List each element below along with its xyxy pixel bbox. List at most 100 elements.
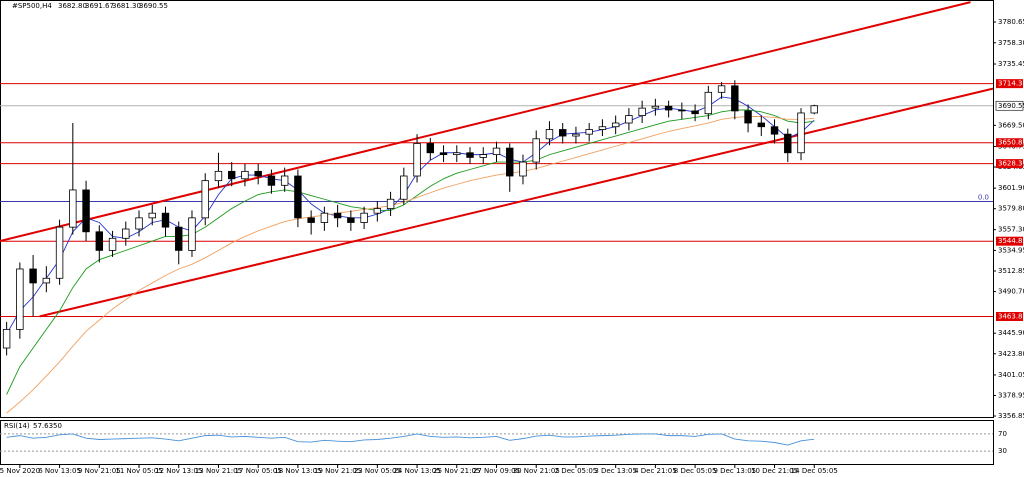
candle-body bbox=[757, 122, 766, 128]
candle-body bbox=[175, 226, 183, 251]
header-low: 3681.30 bbox=[112, 2, 141, 10]
price-label-box bbox=[995, 100, 1024, 111]
candle-body bbox=[426, 143, 435, 154]
candle-body bbox=[413, 143, 421, 177]
candle-body bbox=[810, 105, 818, 114]
candle-body bbox=[82, 189, 90, 233]
candle-body bbox=[29, 268, 37, 284]
price-label: 3690.55 bbox=[998, 102, 1024, 110]
candle-body bbox=[161, 212, 170, 228]
candle-body bbox=[717, 85, 726, 93]
candle-body bbox=[254, 170, 262, 177]
candle-body bbox=[122, 228, 130, 239]
candle-body bbox=[651, 105, 660, 109]
candle-body bbox=[770, 126, 779, 135]
fib-label: 0.0 bbox=[978, 193, 989, 201]
candle-body bbox=[347, 217, 355, 223]
level-label-box bbox=[996, 159, 1023, 169]
candle-body bbox=[678, 109, 686, 112]
candle-body bbox=[2, 329, 11, 349]
x-tick-label: 13 Nov 21:05 bbox=[195, 467, 242, 475]
candle-body bbox=[267, 175, 276, 186]
candle-body bbox=[373, 208, 382, 214]
y-tick-label: 3601.90 bbox=[998, 184, 1024, 192]
candle-body bbox=[148, 212, 156, 219]
candle-body bbox=[664, 105, 673, 111]
y-tick-label: 3378.95 bbox=[998, 391, 1024, 399]
x-tick-label: 5 Nov 2020 bbox=[0, 467, 40, 475]
candle-body bbox=[386, 198, 395, 209]
rsi-panel bbox=[0, 420, 994, 465]
candle-body bbox=[227, 170, 236, 180]
candle-body bbox=[95, 231, 104, 251]
x-tick-label: 24 Nov 13:05 bbox=[393, 467, 440, 475]
x-tick-label: 30 Nov 21:05 bbox=[513, 467, 560, 475]
candle-body bbox=[294, 175, 302, 219]
candle-body bbox=[188, 217, 196, 251]
x-tick-label: 9 Dec 13:05 bbox=[714, 467, 757, 475]
candle-body bbox=[453, 152, 461, 156]
candle-body bbox=[280, 175, 289, 186]
x-tick-label: 9 Nov 21:05 bbox=[78, 467, 121, 475]
candle-body bbox=[731, 85, 739, 112]
price-panel bbox=[0, 0, 994, 418]
candle-body bbox=[532, 138, 540, 163]
candle-body bbox=[492, 147, 501, 156]
x-tick-label: 14 Dec 05:05 bbox=[791, 467, 838, 475]
y-tick-label: 3356.85 bbox=[998, 412, 1024, 420]
x-tick-label: 19 Nov 21:05 bbox=[314, 467, 361, 475]
candle-body bbox=[16, 268, 24, 330]
x-tick-label: 8 Dec 05:05 bbox=[674, 467, 717, 475]
y-tick-label: 3780.65 bbox=[998, 18, 1024, 26]
header-open: 3682.80 bbox=[58, 2, 87, 10]
candle-body bbox=[241, 170, 249, 180]
level-label: 3628.35 bbox=[998, 160, 1024, 168]
candle-body bbox=[506, 147, 514, 177]
moving-average bbox=[6, 116, 815, 414]
y-tick-label: 3445.90 bbox=[998, 329, 1024, 337]
candle-body bbox=[201, 180, 209, 219]
rsi-line bbox=[6, 433, 815, 446]
y-tick-label: 3579.80 bbox=[998, 205, 1024, 213]
candle-body bbox=[691, 110, 699, 115]
candle-body bbox=[558, 129, 567, 137]
candle-body bbox=[307, 217, 315, 223]
y-tick-label: 3401.05 bbox=[998, 371, 1024, 379]
rsi-tick-label: 70 bbox=[998, 430, 1007, 438]
header-high: 3691.67 bbox=[85, 2, 114, 10]
level-label-box bbox=[996, 236, 1023, 246]
candle-body bbox=[400, 175, 408, 200]
x-tick-label: 12 Nov 13:05 bbox=[155, 467, 202, 475]
level-label: 3544.89 bbox=[998, 237, 1024, 245]
level-label: 3714.36 bbox=[998, 80, 1024, 88]
level-label: 3463.88 bbox=[998, 313, 1024, 321]
x-tick-label: 6 Nov 13:05 bbox=[38, 467, 81, 475]
x-tick-label: 4 Dec 21:05 bbox=[634, 467, 677, 475]
y-tick-label: 3512.85 bbox=[998, 267, 1024, 275]
x-tick-label: 11 Nov 05:05 bbox=[115, 467, 162, 475]
candle-body bbox=[439, 152, 448, 156]
moving-average bbox=[6, 109, 815, 395]
candle-body bbox=[55, 226, 64, 279]
level-label-box bbox=[996, 138, 1023, 148]
candle-body bbox=[333, 212, 342, 219]
rsi-tick-label: 30 bbox=[998, 447, 1007, 455]
rsi-value: 57.6350 bbox=[33, 422, 62, 430]
y-tick-label: 3758.30 bbox=[998, 39, 1024, 47]
x-tick-label: 17 Nov 05:05 bbox=[235, 467, 282, 475]
candle-body bbox=[519, 161, 527, 177]
candle-body bbox=[214, 170, 223, 182]
candle-body bbox=[784, 133, 792, 154]
level-label-box bbox=[996, 312, 1023, 322]
candle-body bbox=[545, 129, 554, 140]
candle-body bbox=[744, 110, 752, 124]
candle-body bbox=[611, 122, 620, 128]
candle-body bbox=[598, 126, 607, 130]
candle-body bbox=[360, 212, 368, 223]
y-tick-label: 3669.50 bbox=[998, 121, 1024, 129]
candle-body bbox=[479, 154, 487, 158]
candle-body bbox=[572, 133, 580, 137]
y-tick-label: 3534.95 bbox=[998, 246, 1024, 254]
rsi-title: RSI(14) bbox=[4, 422, 30, 430]
